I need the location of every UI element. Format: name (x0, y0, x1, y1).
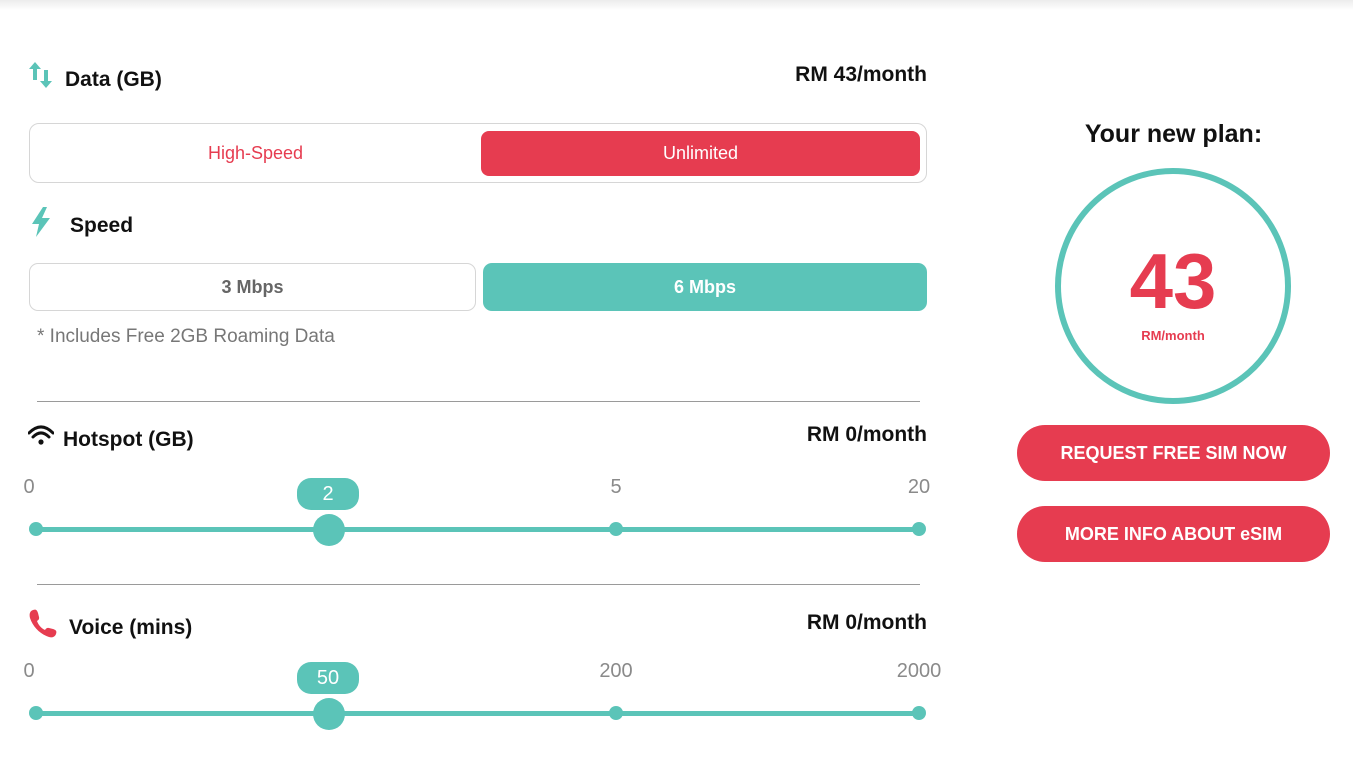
data-label: Data (GB) (65, 68, 162, 91)
voice-tick-mid: 200 (599, 660, 633, 682)
hotspot-value-bubble: 2 (297, 478, 359, 510)
data-type-toggle: High-Speed Unlimited (29, 123, 927, 183)
hotspot-label: Hotspot (GB) (63, 428, 194, 451)
plan-title: Your new plan: (1084, 120, 1263, 148)
hotspot-stop-dot[interactable] (29, 522, 43, 536)
speed-3mbps-option[interactable]: 3 Mbps (29, 263, 476, 311)
high-speed-option[interactable]: High-Speed (207, 143, 304, 163)
speed-6mbps-option[interactable]: 6 Mbps (483, 263, 927, 311)
hotspot-slider-thumb[interactable] (313, 514, 345, 546)
hotspot-tick-max: 20 (907, 476, 931, 498)
top-shadow-bar (0, 0, 1353, 10)
hotspot-stop-dot[interactable] (609, 522, 623, 536)
unlimited-option[interactable]: Unlimited (481, 131, 920, 176)
phone-icon (28, 608, 57, 640)
speed-section-header: Speed (28, 206, 927, 246)
hotspot-stop-dot[interactable] (912, 522, 926, 536)
voice-value-bubble: 50 (297, 662, 359, 694)
plan-unit: RM/month (1141, 328, 1205, 343)
voice-stop-dot[interactable] (912, 706, 926, 720)
wifi-icon (27, 420, 56, 452)
divider (37, 401, 920, 402)
data-section-header: Data (GB) RM 43/month (28, 60, 927, 100)
voice-label: Voice (mins) (69, 616, 193, 639)
hotspot-tick-mid: 5 (610, 476, 622, 498)
hotspot-tick-min: 0 (23, 476, 35, 498)
plan-amount: 43 (1129, 237, 1217, 325)
voice-tick-min: 0 (23, 660, 35, 682)
hotspot-price: RM 0/month (806, 423, 927, 446)
request-free-sim-button[interactable]: REQUEST FREE SIM NOW (1017, 425, 1330, 481)
voice-slider-thumb[interactable] (313, 698, 345, 730)
voice-price: RM 0/month (806, 611, 927, 634)
voice-stop-dot[interactable] (609, 706, 623, 720)
voice-stop-dot[interactable] (29, 706, 43, 720)
lightning-icon (28, 206, 56, 238)
voice-slider-track[interactable] (36, 711, 920, 716)
voice-tick-max: 2000 (896, 660, 942, 682)
hotspot-section-header: Hotspot (GB) RM 0/month (27, 420, 927, 460)
plan-price-ring: 43 RM/month (1055, 168, 1291, 404)
divider (37, 584, 920, 585)
roaming-note: * Includes Free 2GB Roaming Data (37, 326, 335, 347)
voice-section-header: Voice (mins) RM 0/month (28, 608, 927, 648)
arrows-up-down-icon (28, 60, 56, 92)
speed-label: Speed (70, 214, 134, 237)
data-price: RM 43/month (795, 63, 927, 86)
hotspot-slider-track[interactable] (36, 527, 920, 532)
more-info-esim-button[interactable]: MORE INFO ABOUT eSIM (1017, 506, 1330, 562)
